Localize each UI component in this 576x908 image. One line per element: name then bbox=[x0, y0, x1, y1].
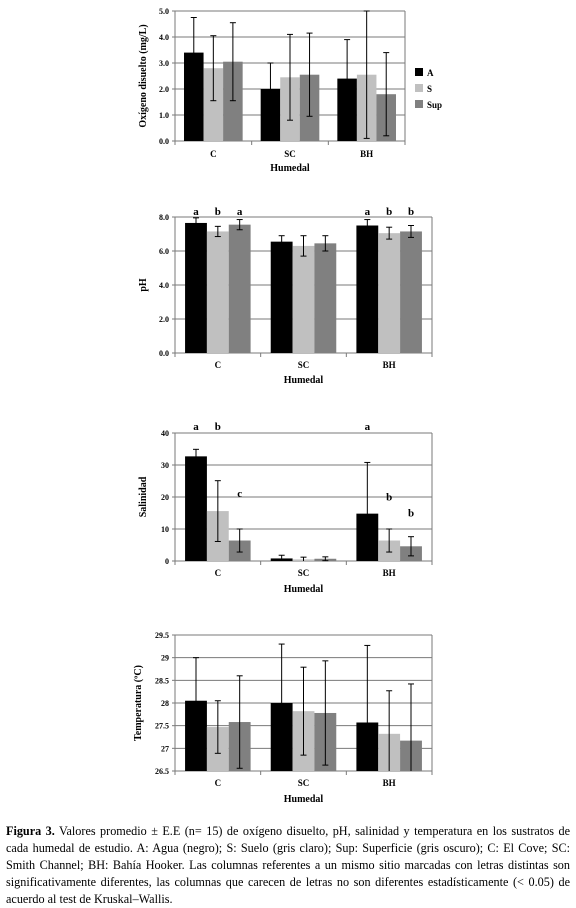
x-category-label: BH bbox=[360, 149, 373, 159]
legend-label-Sup: Sup bbox=[427, 100, 442, 110]
significance-letter: b bbox=[215, 421, 221, 433]
y-tick-label: 28.5 bbox=[155, 676, 169, 685]
y-tick-label: 29.5 bbox=[155, 631, 169, 640]
y-tick-label: 20 bbox=[161, 493, 169, 502]
bar-S-C bbox=[203, 68, 224, 141]
bar-A-C bbox=[184, 52, 204, 141]
x-category-label: C bbox=[215, 778, 222, 788]
bar-A-C bbox=[185, 222, 207, 353]
significance-letter: a bbox=[365, 206, 371, 218]
y-tick-label: 4.0 bbox=[159, 281, 169, 290]
y-tick-label: 26.5 bbox=[155, 767, 169, 776]
figure-caption: Figura 3. Valores promedio ± E.E (n= 15)… bbox=[6, 823, 570, 908]
bar-S-BH bbox=[378, 233, 401, 353]
y-tick-label: 4.0 bbox=[159, 33, 169, 42]
significance-letter: a bbox=[237, 206, 243, 218]
x-category-label: C bbox=[215, 360, 222, 370]
bar-Sup-C bbox=[228, 224, 251, 353]
significance-letter: b bbox=[408, 507, 414, 519]
bar-S-SC bbox=[292, 245, 315, 353]
significance-letter: b bbox=[386, 491, 392, 503]
y-tick-label: 6.0 bbox=[159, 247, 169, 256]
significance-letter: a bbox=[365, 421, 371, 433]
y-tick-label: 27.5 bbox=[155, 722, 169, 731]
x-category-label: BH bbox=[383, 778, 396, 788]
significance-letter: b bbox=[408, 206, 414, 218]
y-tick-label: 8.0 bbox=[159, 213, 169, 222]
y-tick-label: 10 bbox=[161, 525, 169, 534]
y-tick-label: 28 bbox=[161, 699, 169, 708]
legend-label-S: S bbox=[427, 84, 432, 94]
significance-letter: b bbox=[215, 206, 221, 218]
bar-A-SC bbox=[270, 241, 293, 353]
x-category-label: SC bbox=[298, 778, 310, 788]
y-tick-label: 5.0 bbox=[159, 7, 169, 16]
caption-text: Valores promedio ± E.E (n= 15) de oxígen… bbox=[6, 824, 570, 906]
y-tick-label: 0.0 bbox=[159, 349, 169, 358]
y-tick-label: 27 bbox=[161, 744, 169, 753]
significance-letter: a bbox=[193, 206, 199, 218]
y-axis-title: pH bbox=[138, 278, 149, 292]
y-tick-label: 40 bbox=[161, 429, 169, 438]
bar-S-C bbox=[206, 231, 229, 353]
caption-label: Figura 3. bbox=[6, 824, 55, 838]
y-tick-label: 0 bbox=[165, 557, 169, 566]
y-axis-title: Temperatura (ºC) bbox=[133, 665, 144, 741]
x-category-label: BH bbox=[383, 360, 396, 370]
x-axis-title: Humedal bbox=[284, 375, 324, 386]
x-category-label: BH bbox=[383, 568, 396, 578]
y-tick-label: 1.0 bbox=[159, 111, 169, 120]
x-axis-title: Humedal bbox=[270, 163, 310, 174]
y-tick-label: 0.0 bbox=[159, 137, 169, 146]
bar-A-C bbox=[185, 456, 207, 561]
y-tick-label: 30 bbox=[161, 461, 169, 470]
legend-swatch-A bbox=[415, 68, 423, 76]
x-category-label: C bbox=[215, 568, 222, 578]
y-axis-title: Oxígeno disuelto (mg/L) bbox=[138, 24, 149, 127]
x-axis-title: Humedal bbox=[284, 794, 324, 805]
x-axis-title: Humedal bbox=[284, 584, 324, 595]
x-category-label: C bbox=[210, 149, 217, 159]
x-category-label: SC bbox=[284, 149, 296, 159]
x-category-label: SC bbox=[298, 568, 310, 578]
y-axis-title: Salinidad bbox=[138, 476, 149, 517]
significance-letter: a bbox=[193, 421, 199, 433]
legend-label-A: A bbox=[427, 68, 434, 78]
y-tick-label: 29 bbox=[161, 654, 169, 663]
x-category-label: SC bbox=[298, 360, 310, 370]
significance-letter: c bbox=[237, 488, 242, 500]
legend-swatch-Sup bbox=[415, 100, 423, 108]
y-tick-label: 2.0 bbox=[159, 85, 169, 94]
significance-letter: b bbox=[386, 206, 392, 218]
legend-swatch-S bbox=[415, 84, 423, 92]
bar-Sup-SC bbox=[314, 243, 337, 353]
bar-Sup-BH bbox=[400, 231, 422, 353]
y-tick-label: 3.0 bbox=[159, 59, 169, 68]
bar-Sup-C bbox=[223, 61, 243, 142]
bar-A-BH bbox=[356, 225, 379, 353]
y-tick-label: 2.0 bbox=[159, 315, 169, 324]
